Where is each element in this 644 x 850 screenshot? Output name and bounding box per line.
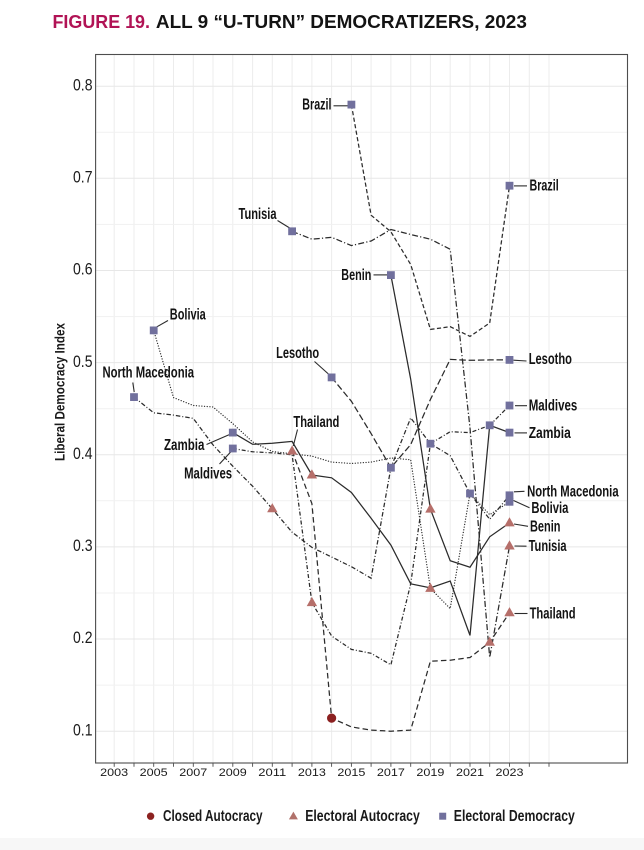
svg-text:Zambia: Zambia xyxy=(164,437,204,454)
svg-text:Brazil: Brazil xyxy=(530,178,559,195)
svg-text:Bolivia: Bolivia xyxy=(531,500,568,517)
svg-text:FIGURE 19.ALL 9 “U-TURN” DEMOC: FIGURE 19. ALL 9 “U-TURN” DEMOCRATIZERS, … xyxy=(53,11,527,32)
svg-text:0.8: 0.8 xyxy=(73,75,93,94)
svg-text:0.6: 0.6 xyxy=(73,260,93,279)
svg-text:2009: 2009 xyxy=(219,767,247,779)
svg-text:Tunisia: Tunisia xyxy=(239,206,277,223)
svg-text:Maldives: Maldives xyxy=(529,397,578,414)
svg-text:2003: 2003 xyxy=(100,767,128,779)
svg-text:Lesotho: Lesotho xyxy=(529,351,572,368)
svg-text:Thailand: Thailand xyxy=(293,414,339,431)
svg-text:Tunisia: Tunisia xyxy=(529,538,567,555)
svg-text:0.4: 0.4 xyxy=(73,444,93,463)
svg-text:0.5: 0.5 xyxy=(73,352,93,371)
svg-text:Brazil: Brazil xyxy=(302,97,331,114)
svg-text:Closed Autocracy: Closed Autocracy xyxy=(163,808,263,825)
svg-text:0.3: 0.3 xyxy=(73,536,93,555)
svg-text:2019: 2019 xyxy=(416,767,444,779)
svg-text:2021: 2021 xyxy=(456,767,484,779)
svg-text:Liberal Democracy Index: Liberal Democracy Index xyxy=(53,323,68,461)
svg-text:Bolivia: Bolivia xyxy=(170,307,206,324)
svg-text:2023: 2023 xyxy=(496,767,524,779)
svg-text:Zambia: Zambia xyxy=(529,425,571,442)
svg-text:2005: 2005 xyxy=(140,767,168,779)
svg-text:Maldives: Maldives xyxy=(184,465,232,482)
svg-text:2017: 2017 xyxy=(377,767,405,779)
svg-text:0.1: 0.1 xyxy=(73,720,93,739)
svg-text:2011: 2011 xyxy=(258,767,286,779)
svg-text:Benin: Benin xyxy=(530,519,561,536)
svg-text:Electoral Autocracy: Electoral Autocracy xyxy=(305,808,420,825)
svg-text:Electoral Democracy: Electoral Democracy xyxy=(454,808,575,825)
svg-text:0.7: 0.7 xyxy=(73,168,93,187)
svg-text:Thailand: Thailand xyxy=(530,606,576,623)
svg-text:2015: 2015 xyxy=(337,767,365,779)
svg-text:Benin: Benin xyxy=(341,267,371,284)
svg-text:2013: 2013 xyxy=(298,767,326,779)
svg-text:0.2: 0.2 xyxy=(73,628,93,647)
svg-text:2007: 2007 xyxy=(179,767,207,779)
svg-text:Lesotho: Lesotho xyxy=(276,345,319,362)
svg-text:North Macedonia: North Macedonia xyxy=(103,365,195,382)
svg-text:North Macedonia: North Macedonia xyxy=(527,484,619,501)
